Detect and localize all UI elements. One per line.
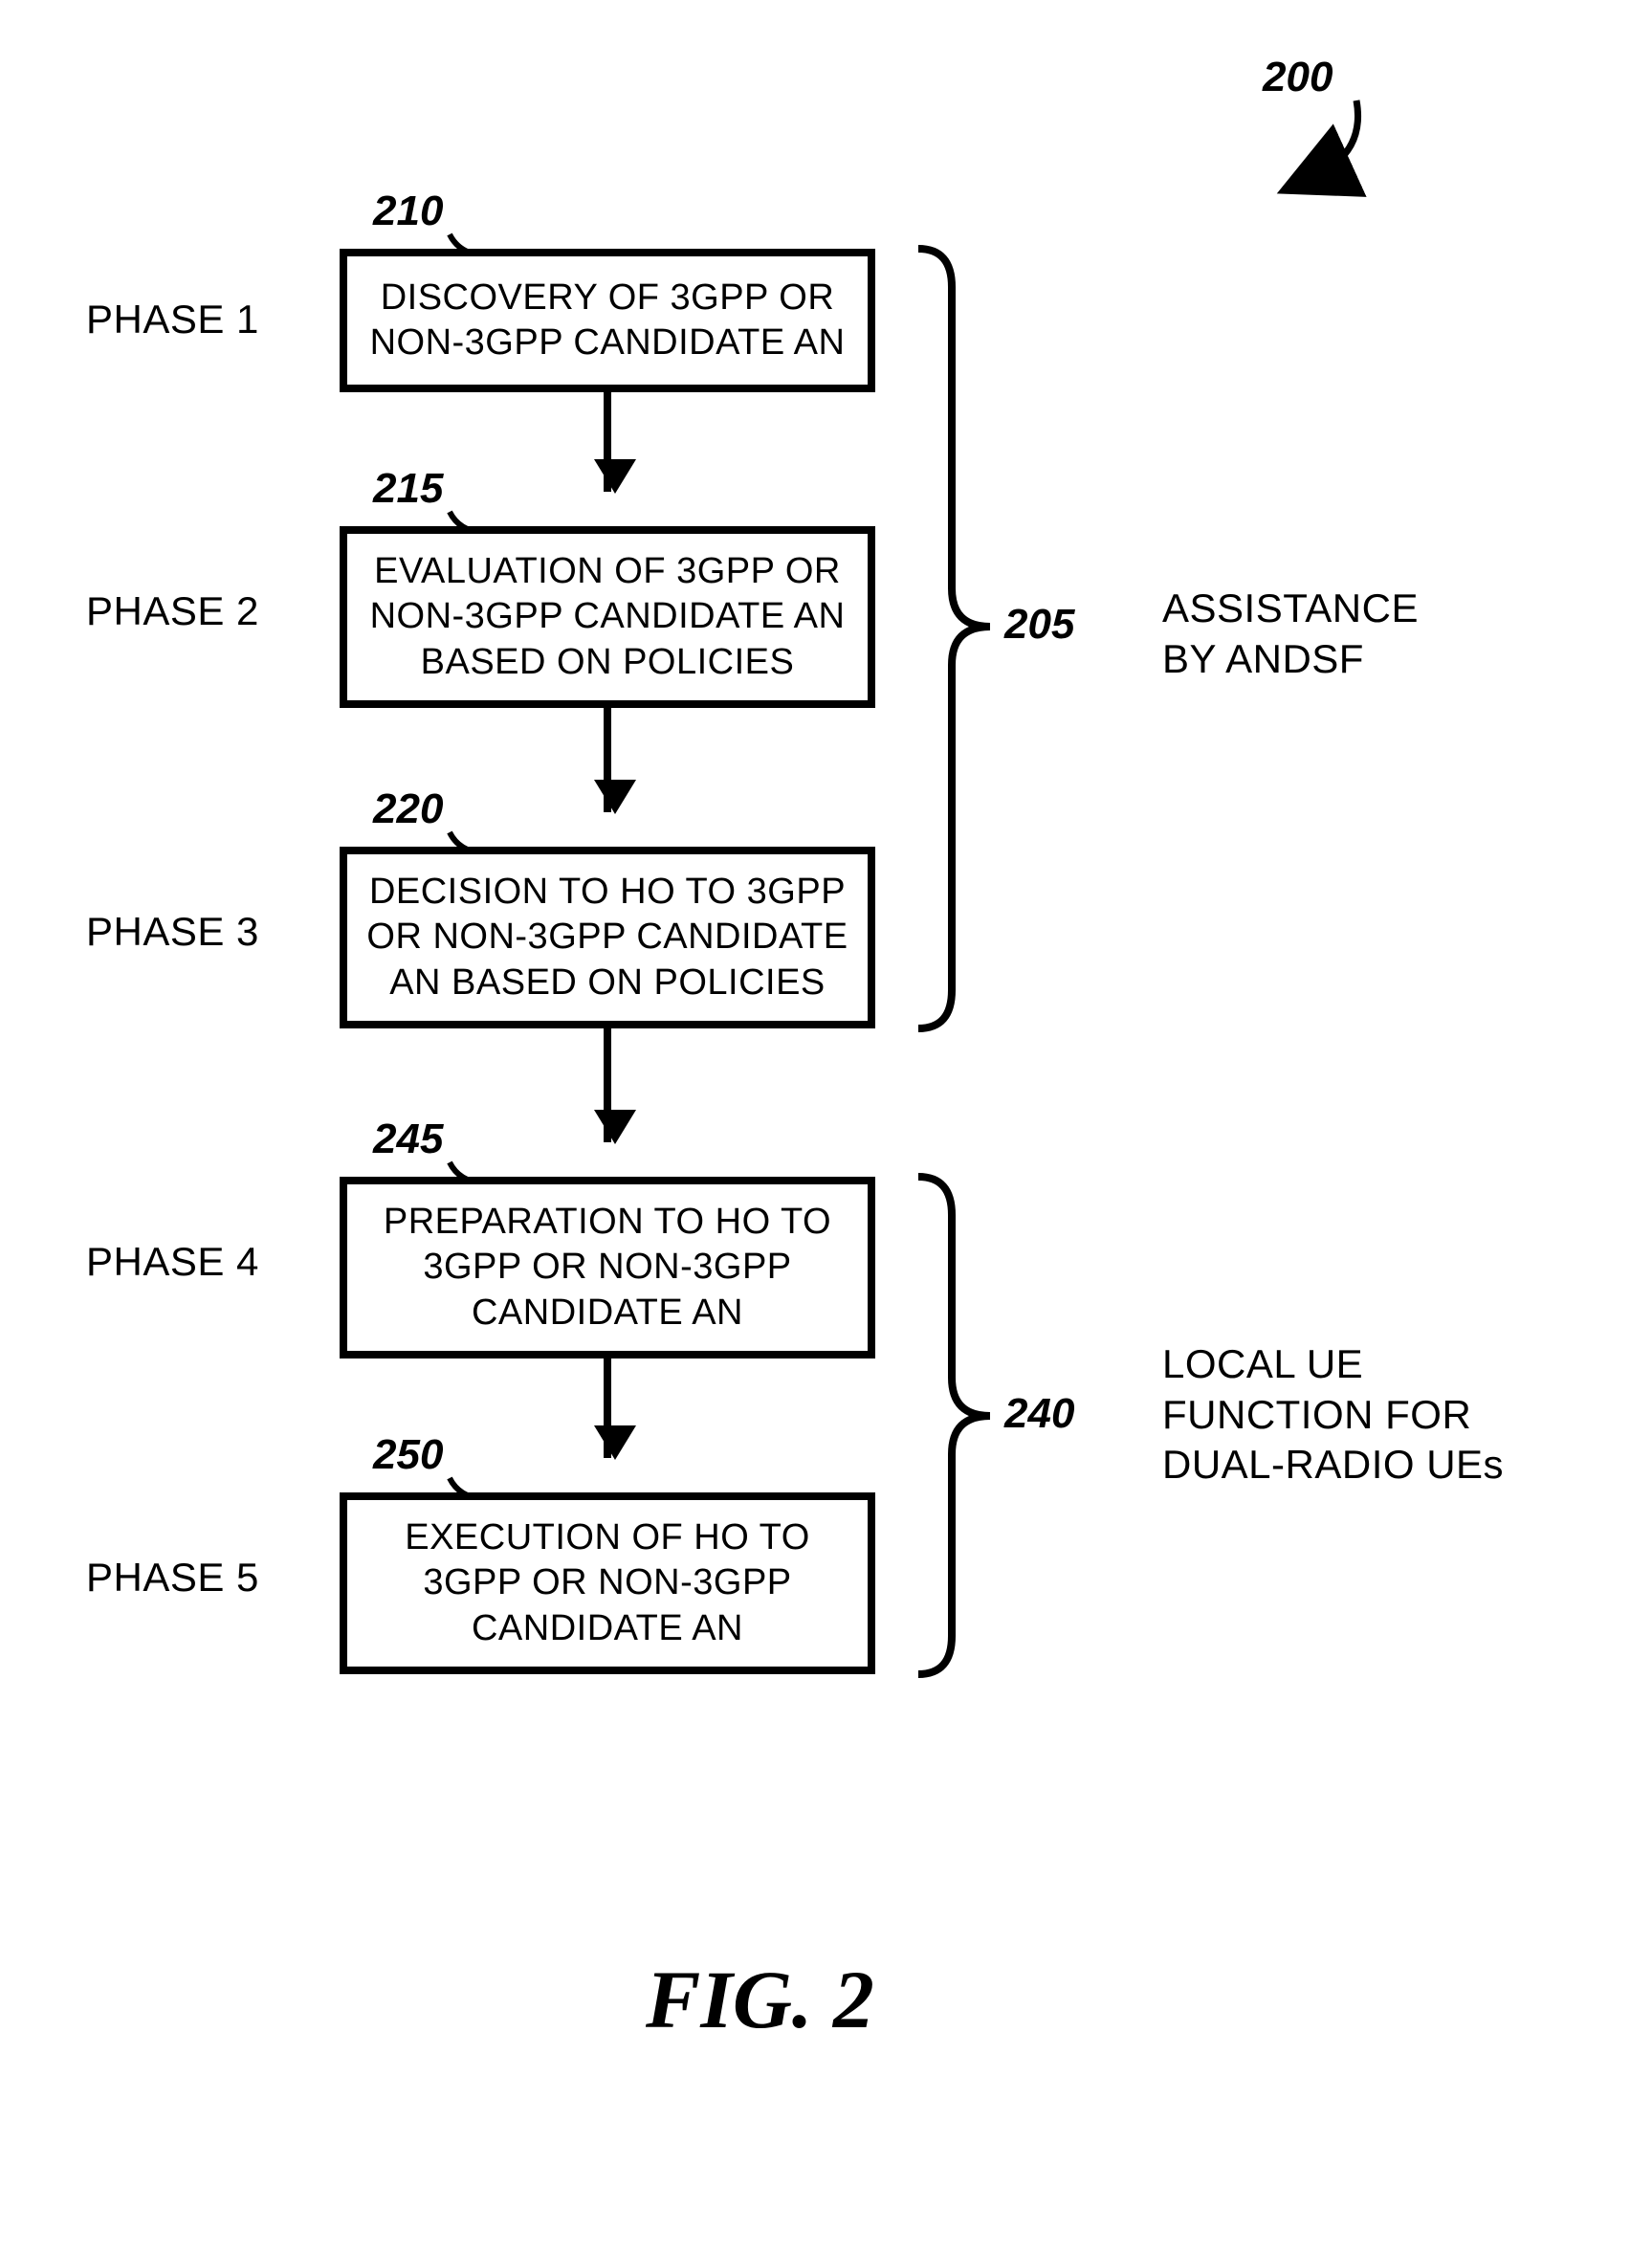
phase-label-4: PHASE 4 [86,1239,259,1285]
flow-box-execution: EXECUTION OF HO TO3GPP OR NON-3GPPCANDID… [340,1492,875,1674]
bracket-ref-240: 240 [1004,1390,1074,1438]
phase-label-2: PHASE 2 [86,588,259,634]
flow-box-decision: DECISION TO HO TO 3GPPOR NON-3GPP CANDID… [340,847,875,1028]
flow-arrow [604,1358,611,1458]
phase-label-5: PHASE 5 [86,1555,259,1601]
phase-label-1: PHASE 1 [86,297,259,342]
flow-box-text: PREPARATION TO HO TO3GPP OR NON-3GPPCAND… [374,1196,841,1340]
box-ref-245: 245 [373,1115,443,1163]
figure-caption: FIG. 2 [646,1952,874,2047]
flow-arrow [604,392,611,492]
flow-arrow [604,708,611,812]
bracket-ref-205: 205 [1004,601,1074,649]
flow-box-text: EXECUTION OF HO TO3GPP OR NON-3GPPCANDID… [395,1512,820,1656]
bracket-label-local-ue: LOCAL UEFUNCTION FORDUAL-RADIO UEs [1162,1339,1504,1491]
phase-label-3: PHASE 3 [86,909,259,955]
box-ref-210: 210 [373,188,443,235]
box-ref-220: 220 [373,785,443,833]
flow-box-evaluation: EVALUATION OF 3GPP ORNON-3GPP CANDIDATE … [340,526,875,708]
box-ref-250: 250 [373,1431,443,1479]
flow-box-text: DISCOVERY OF 3GPP ORNON-3GPP CANDIDATE A… [361,272,855,370]
flow-box-text: EVALUATION OF 3GPP ORNON-3GPP CANDIDATE … [361,545,855,690]
flow-arrow [604,1028,611,1142]
box-ref-215: 215 [373,465,443,513]
figure-ref: 200 [1263,54,1333,101]
diagram-canvas: 200 PHASE 1 PHASE 2 PHASE 3 PHASE 4 PHAS… [0,0,1652,2253]
flow-box-discovery: DISCOVERY OF 3GPP ORNON-3GPP CANDIDATE A… [340,249,875,392]
bracket-label-andsf: ASSISTANCEBY ANDSF [1162,584,1419,684]
flow-box-text: DECISION TO HO TO 3GPPOR NON-3GPP CANDID… [357,866,857,1010]
flow-box-preparation: PREPARATION TO HO TO3GPP OR NON-3GPPCAND… [340,1177,875,1358]
